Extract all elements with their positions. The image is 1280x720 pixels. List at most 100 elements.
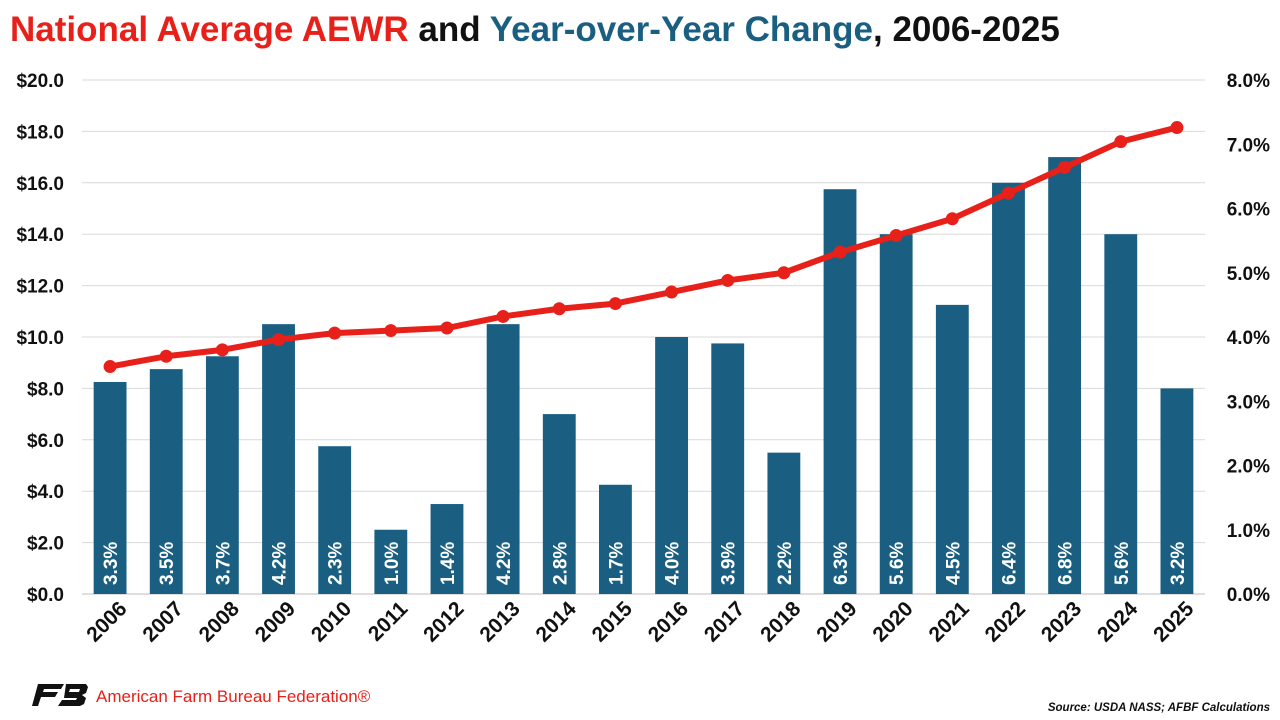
x-tick-label: 2017 [700, 597, 749, 646]
bar [992, 182, 1025, 595]
bar-series [93, 157, 1194, 595]
bar [1160, 388, 1194, 594]
line-point [1170, 121, 1184, 135]
title-yoy: Year-over-Year Change [489, 10, 873, 49]
chart-title: National Average AEWR and Year-over-Year… [10, 8, 1270, 52]
line-point [215, 343, 229, 357]
bar [149, 369, 183, 594]
y-left-tick-label: $4.0 [27, 482, 64, 503]
bar [430, 504, 464, 594]
bar-data-label: 2.2% [775, 542, 796, 585]
organization-name: American Farm Bureau Federation® [96, 687, 371, 706]
x-tick-label: 2015 [588, 597, 638, 647]
line-point [1001, 186, 1015, 200]
bar-data-label: 1.0% [382, 542, 403, 585]
x-tick-label: 2007 [138, 597, 187, 646]
bar-data-label: 1.7% [606, 542, 627, 585]
y-right-tick-label: 2.0% [1227, 457, 1270, 478]
line-point [496, 309, 510, 323]
line-series [103, 121, 1184, 374]
x-tick-label: 2022 [981, 597, 1030, 646]
line-point [777, 266, 791, 280]
line-point [552, 302, 566, 316]
y-left-tick-label: $6.0 [27, 431, 64, 452]
y-left-tick-label: $8.0 [27, 379, 64, 400]
y-right-tick-label: 6.0% [1227, 200, 1270, 221]
bar [93, 381, 127, 594]
y-right-tick-label: 5.0% [1227, 264, 1270, 285]
x-tick-label: 2025 [1149, 597, 1199, 647]
line-point [328, 326, 342, 340]
x-tick-label: 2016 [644, 597, 693, 646]
line-point [945, 212, 959, 226]
title-years: , 2006-2025 [873, 10, 1060, 49]
bar-data-label: 4.5% [943, 542, 964, 585]
y-left-tick-label: $16.0 [16, 174, 64, 195]
x-tick-label: 2009 [251, 597, 300, 646]
bar-data-label: 6.8% [1056, 542, 1077, 585]
x-tick-label: 2008 [195, 597, 245, 647]
bar [1104, 234, 1138, 594]
bar [262, 324, 295, 594]
x-tick-label: 2006 [82, 597, 131, 646]
x-tick-label: 2023 [1037, 597, 1086, 646]
y-right-tick-label: 1.0% [1227, 521, 1270, 542]
line-point [159, 349, 173, 363]
x-tick-label: 2020 [868, 597, 917, 646]
bar [1048, 157, 1082, 594]
x-tick-label: 2012 [419, 597, 468, 646]
bar [879, 234, 913, 594]
bar [542, 414, 576, 594]
x-tick-label: 2014 [532, 597, 582, 647]
y-left-tick-label: $2.0 [27, 534, 64, 555]
line-point [1058, 160, 1072, 174]
title-aewr: National Average AEWR [10, 10, 409, 49]
bar-data-label: 6.3% [831, 542, 852, 585]
bar-data-label: 3.2% [1168, 542, 1189, 585]
y-left-tick-label: $10.0 [16, 328, 64, 349]
grid-lines [82, 79, 1205, 595]
title-and: and [408, 10, 490, 49]
bar [318, 446, 352, 594]
x-tick-label: 2010 [307, 597, 356, 646]
bar-data-label: 6.4% [999, 542, 1020, 585]
line-point [272, 333, 286, 347]
x-tick-label: 2013 [475, 597, 524, 646]
bar-data-label: 4.2% [270, 542, 291, 585]
line-point [721, 273, 735, 287]
y-axis-right: 0.0% 1.0% 2.0% 3.0% 4.0% 5.0% 6.0% 7.0% 8.0% [1227, 71, 1270, 606]
aewr-line [107, 124, 1180, 370]
bar-data-label: 3.5% [157, 542, 178, 585]
bar [655, 337, 688, 594]
bar-data-labels: 3.3% 3.5% 3.7% 4.2% 2.3% 1.0% 1.4% 4.2% 2.8% 1.7%… [101, 542, 1189, 585]
line-point [889, 228, 903, 242]
y-left-tick-label: $0.0 [27, 585, 64, 606]
y-right-tick-label: 8.0% [1227, 71, 1270, 92]
x-tick-label: 2011 [364, 597, 413, 646]
bar-data-label: 3.9% [719, 542, 740, 585]
bar-data-label: 3.7% [213, 542, 234, 585]
x-axis: 2006 2007 2008 2009 2010 2011 2012 2013 2014 2015… [82, 597, 1198, 647]
bar [374, 529, 408, 594]
bar-data-label: 1.4% [438, 542, 459, 585]
bar-data-label: 5.6% [887, 542, 908, 585]
bar-data-label: 3.3% [101, 542, 122, 585]
line-point [665, 285, 679, 299]
bar [599, 484, 632, 594]
line-point [103, 360, 117, 374]
bar-data-label: 4.0% [663, 542, 684, 585]
x-tick-label: 2019 [812, 597, 861, 646]
bar-data-label: 4.2% [494, 542, 515, 585]
line-point [833, 245, 847, 259]
line-point [608, 297, 622, 311]
bar [767, 452, 801, 594]
bar [205, 356, 239, 594]
y-right-tick-label: 3.0% [1227, 392, 1270, 413]
bar-data-label: 5.6% [1112, 542, 1133, 585]
x-tick-label: 2021 [925, 597, 975, 647]
y-left-tick-label: $18.0 [16, 122, 64, 143]
y-right-tick-label: 0.0% [1227, 585, 1270, 606]
bar [935, 304, 969, 594]
bar [486, 324, 520, 594]
y-right-tick-label: 4.0% [1227, 328, 1270, 349]
